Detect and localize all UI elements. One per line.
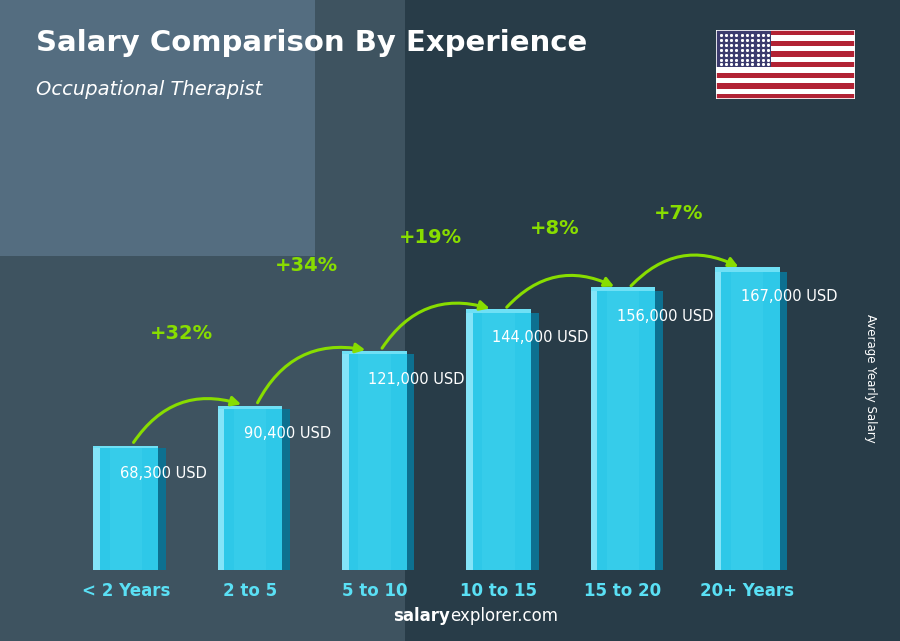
Text: 167,000 USD: 167,000 USD xyxy=(741,289,838,304)
Bar xyxy=(716,78,855,83)
Bar xyxy=(466,313,531,570)
Bar xyxy=(716,30,855,35)
Text: +32%: +32% xyxy=(150,324,213,342)
Bar xyxy=(716,88,855,94)
Bar xyxy=(715,272,722,570)
Text: 121,000 USD: 121,000 USD xyxy=(368,372,464,387)
Bar xyxy=(716,72,855,78)
Bar xyxy=(283,409,290,570)
Bar xyxy=(590,292,655,570)
Text: Salary Comparison By Experience: Salary Comparison By Experience xyxy=(36,29,587,57)
Text: +8%: +8% xyxy=(530,219,580,238)
Text: 90,400 USD: 90,400 USD xyxy=(244,426,331,441)
Bar xyxy=(715,267,779,272)
Bar xyxy=(94,448,158,570)
Bar xyxy=(94,447,158,448)
Bar xyxy=(358,354,391,570)
Bar xyxy=(342,351,407,354)
Bar xyxy=(94,448,100,570)
Bar xyxy=(607,292,639,570)
Bar xyxy=(716,94,855,99)
Text: salary: salary xyxy=(393,607,450,625)
Bar xyxy=(342,354,407,570)
Bar xyxy=(110,448,142,570)
Bar xyxy=(0,0,315,256)
Bar xyxy=(466,313,472,570)
Bar xyxy=(218,409,224,570)
Text: Occupational Therapist: Occupational Therapist xyxy=(36,80,262,99)
Bar xyxy=(218,406,283,409)
Bar xyxy=(342,354,348,570)
Bar xyxy=(531,313,539,570)
Bar xyxy=(405,0,900,641)
Text: explorer.com: explorer.com xyxy=(450,607,558,625)
Bar xyxy=(716,41,855,46)
Text: 68,300 USD: 68,300 USD xyxy=(120,466,206,481)
Text: 156,000 USD: 156,000 USD xyxy=(616,309,713,324)
Bar xyxy=(158,448,166,570)
Bar xyxy=(590,287,655,292)
Bar xyxy=(655,292,663,570)
Text: 144,000 USD: 144,000 USD xyxy=(492,331,589,345)
Bar xyxy=(779,272,788,570)
Bar xyxy=(218,409,283,570)
Bar xyxy=(716,35,855,41)
Bar xyxy=(716,83,855,88)
Bar xyxy=(716,30,771,67)
Text: +19%: +19% xyxy=(399,228,462,247)
Bar xyxy=(716,46,855,51)
Text: +34%: +34% xyxy=(274,256,338,276)
Bar xyxy=(716,51,855,57)
Bar xyxy=(466,309,531,313)
Bar xyxy=(407,354,414,570)
Bar xyxy=(715,272,779,570)
Bar xyxy=(716,67,855,72)
Bar xyxy=(716,57,855,62)
Bar xyxy=(0,0,405,641)
Bar xyxy=(234,409,266,570)
Bar xyxy=(590,292,597,570)
Text: +7%: +7% xyxy=(654,204,704,224)
Bar xyxy=(716,62,855,67)
Bar xyxy=(731,272,763,570)
Bar xyxy=(482,313,515,570)
Text: Average Yearly Salary: Average Yearly Salary xyxy=(865,314,878,442)
